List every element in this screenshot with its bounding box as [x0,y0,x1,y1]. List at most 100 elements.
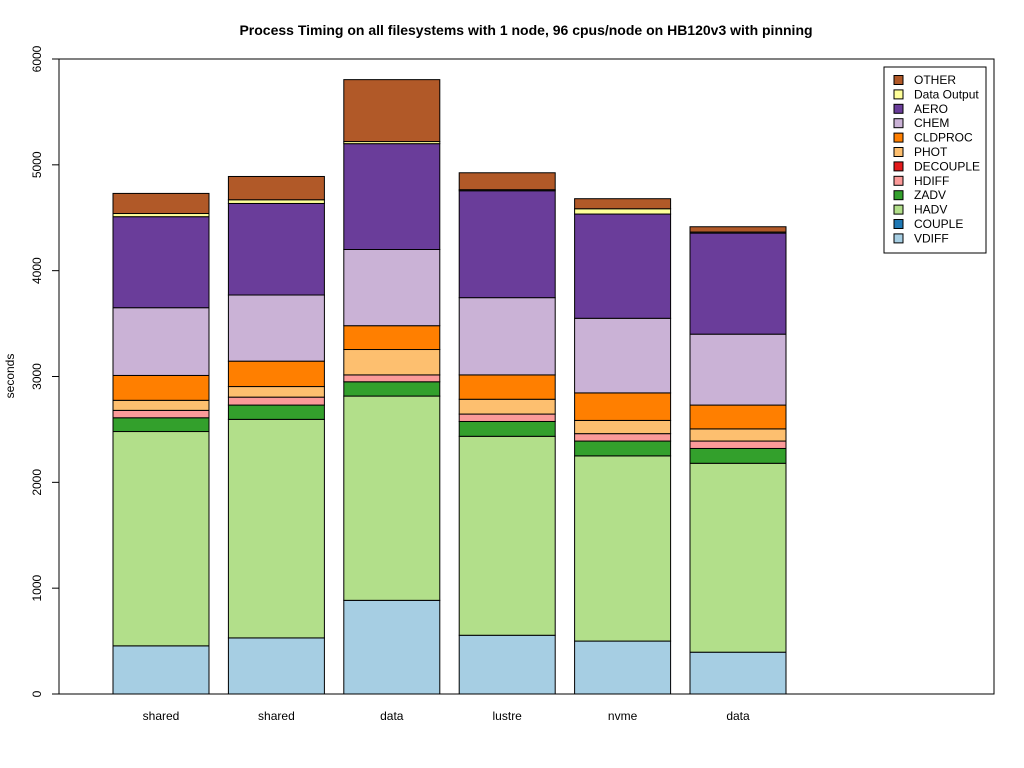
bar-segment-other [112,192,210,215]
legend-swatch [893,219,904,229]
bar-segment-cldproc [112,374,210,401]
bar-segment-hdiff [689,440,787,449]
bar-segment-phot [112,399,210,411]
bar-segment-chem [227,294,325,362]
legend-label: AERO [914,102,948,116]
legend-label: Data Output [914,87,979,101]
legend-label: OTHER [914,73,956,87]
bar-segment-hadv [458,435,556,636]
y-tick-label: 4000 [30,257,44,284]
y-axis: 0 1000 2000 3000 4000 5000 6000 [30,45,60,697]
bar-segment-zadv [458,420,556,437]
legend-swatch [893,132,904,143]
y-tick-label: 2000 [30,469,44,496]
x-tick-label: nvme [608,709,638,723]
bar-segment-cldproc [574,392,672,421]
bar-segment-cldproc [458,374,556,400]
bar-segment-aero [458,190,556,299]
legend-label: CLDPROC [914,131,973,145]
bar-segment-zadv [574,440,672,457]
bar-segment-cldproc [227,360,325,388]
legend-label: HADV [914,203,947,217]
bar-segment-hdiff [574,433,672,442]
bar-segment-vdiff [574,640,672,695]
bar-segment-phot [689,428,787,442]
bar-segment-hdiff [458,413,556,422]
bar-segment-aero [343,143,441,251]
y-tick-label: 3000 [30,363,44,390]
bar-segment-other [227,175,325,201]
legend-label: HDIFF [914,174,949,188]
bar-segment-hadv [227,418,325,639]
y-axis-label: seconds [3,354,17,399]
bar-segment-chem [112,307,210,376]
bar-segment-data-output [227,199,325,204]
bar-segment-aero [227,202,325,296]
bar-segment-zadv [343,381,441,397]
bar-segment-hdiff [343,374,441,383]
y-tick-label: 5000 [30,151,44,178]
bar-segment-vdiff [227,637,325,695]
bar-segment-zadv [112,417,210,433]
bar-segment-phot [458,398,556,415]
legend-swatch [893,161,904,172]
bar-segment-hadv [112,431,210,647]
x-tick-label: lustre [493,709,523,723]
bar-segment-hdiff [112,409,210,419]
y-tick-label: 0 [30,690,44,697]
bar-segment-chem [574,317,672,394]
bar-segment-other [574,198,672,210]
y-tick-label: 1000 [30,574,44,601]
bar-segment-hadv [574,455,672,642]
bar-segment-data-output [574,208,672,215]
legend-swatch [893,118,904,129]
x-tick-label: shared [258,709,295,723]
bar-segment-cldproc [689,404,787,430]
bar-segment-chem [343,249,441,327]
bars-group [112,79,787,695]
legend-swatch [893,147,904,157]
x-tick-label: data [380,709,404,723]
legend-swatch [893,89,904,100]
y-tick-label: 6000 [30,45,44,72]
legend-swatch [893,204,904,215]
x-tick-label: shared [143,709,180,723]
bar-segment-other [343,79,441,143]
bar-segment-phot [343,349,441,376]
legend-label: COUPLE [914,217,963,231]
legend-swatch [893,103,904,114]
bar-segment-vdiff [343,599,441,695]
bar-segment-chem [689,333,787,406]
legend-label: ZADV [914,188,946,202]
bar-segment-phot [227,386,325,398]
legend-label: VDIFF [914,231,949,245]
legend-swatch [893,233,904,244]
bar-segment-aero [689,232,787,335]
legend-label: CHEM [914,116,949,130]
legend-label: DECOUPLE [914,159,980,173]
bar-segment-vdiff [112,645,210,695]
bar-segment-hadv [689,462,787,653]
bar-segment-vdiff [458,634,556,695]
bar-segment-phot [574,419,672,435]
bar-segment-zadv [689,447,787,464]
legend-label: PHOT [914,145,948,159]
bar-segment-other [689,226,787,233]
bar-segment-zadv [227,404,325,420]
bar-segment-hadv [343,395,441,601]
bar-segment-aero [574,213,672,319]
legend-swatch [893,175,904,186]
x-tick-labels: shared shared data lustre nvme data [143,709,750,723]
legend-swatch [893,190,904,201]
x-tick-label: data [726,709,750,723]
chart-title: Process Timing on all filesystems with 1… [239,22,812,38]
bar-segment-vdiff [689,651,787,695]
bar-segment-cldproc [343,325,441,351]
legend-swatch [893,75,904,85]
bar-segment-chem [458,297,556,376]
bar-segment-aero [112,216,210,309]
bar-segment-hdiff [227,396,325,406]
bar-segment-other [458,172,556,191]
